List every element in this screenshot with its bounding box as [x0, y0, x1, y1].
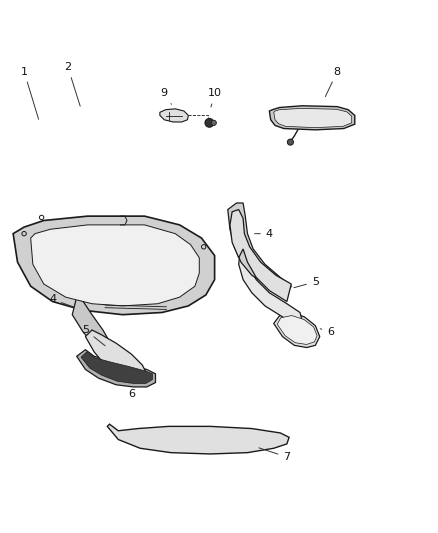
Polygon shape	[228, 203, 291, 293]
Text: 6: 6	[320, 327, 334, 337]
Polygon shape	[31, 225, 199, 306]
Polygon shape	[274, 108, 352, 128]
Polygon shape	[72, 297, 114, 361]
Polygon shape	[230, 209, 291, 302]
Polygon shape	[77, 350, 155, 387]
Text: 4: 4	[254, 229, 273, 239]
Text: 8: 8	[325, 67, 341, 96]
Polygon shape	[239, 251, 302, 324]
Polygon shape	[13, 216, 215, 314]
Circle shape	[211, 120, 216, 125]
Circle shape	[287, 139, 293, 145]
Polygon shape	[274, 312, 320, 348]
Polygon shape	[160, 109, 188, 122]
Polygon shape	[81, 352, 152, 383]
Text: 7: 7	[259, 448, 290, 462]
Text: 5: 5	[82, 325, 105, 346]
Text: 2: 2	[64, 62, 80, 106]
Text: 5: 5	[294, 277, 319, 288]
Polygon shape	[269, 106, 355, 130]
Text: 1: 1	[21, 67, 39, 119]
Circle shape	[205, 118, 214, 127]
Text: 6: 6	[128, 383, 135, 399]
Text: 4: 4	[49, 294, 74, 307]
Text: 10: 10	[208, 88, 222, 107]
Polygon shape	[85, 330, 147, 381]
Text: 9: 9	[161, 88, 171, 104]
Polygon shape	[107, 424, 289, 454]
Polygon shape	[277, 316, 317, 344]
